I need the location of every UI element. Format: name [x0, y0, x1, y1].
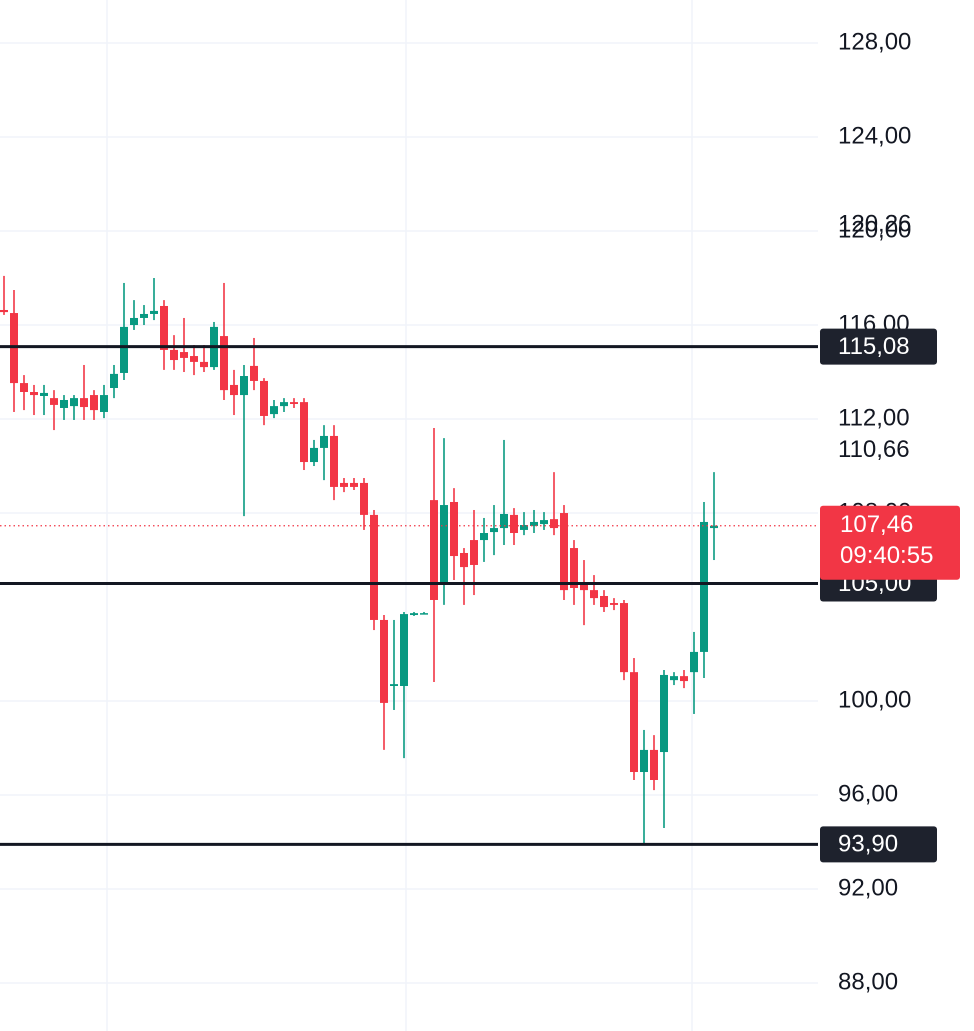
- candle-body: [560, 513, 568, 591]
- y-tick-label: 120,00: [838, 216, 911, 243]
- candle-body: [0, 309, 8, 313]
- candle-body: [530, 521, 538, 526]
- candle-body: [290, 402, 298, 404]
- y-tick-label: 96,00: [838, 780, 898, 807]
- candle-body: [70, 398, 78, 407]
- vertical-grid: [106, 0, 693, 1031]
- candle-body: [310, 447, 318, 463]
- level-label-box: [820, 328, 937, 365]
- candle-body: [580, 582, 588, 591]
- candle-body: [230, 384, 238, 396]
- candle-body: [430, 500, 438, 600]
- level-label-box: [820, 826, 937, 863]
- candle-body: [540, 520, 548, 525]
- candle-body: [700, 521, 708, 652]
- last-price-label: 107,46: [840, 511, 913, 538]
- candle-body: [260, 380, 268, 416]
- candle-body: [50, 398, 58, 405]
- candle-body: [570, 548, 578, 589]
- candle-body: [240, 376, 248, 396]
- candle-body: [130, 317, 138, 326]
- candle-body: [330, 435, 338, 487]
- candle-body: [480, 533, 488, 541]
- candle-body: [690, 651, 698, 673]
- candle-body: [360, 482, 368, 515]
- candle-body: [710, 525, 718, 529]
- candle-body: [140, 313, 148, 318]
- candle-body: [600, 595, 608, 608]
- y-tick-label: 124,00: [838, 122, 911, 149]
- candle-body: [500, 513, 508, 529]
- candle-body: [170, 349, 178, 361]
- y-tick-label: 92,00: [838, 874, 898, 901]
- level-label: 115,08: [838, 333, 910, 360]
- candle-body: [40, 392, 48, 396]
- candle-body: [120, 326, 128, 373]
- candle-body: [320, 435, 328, 448]
- candle-body: [250, 365, 258, 381]
- y-tick-label: 128,00: [838, 28, 911, 55]
- candle-body: [110, 373, 118, 389]
- candle-body: [440, 505, 448, 585]
- candle-body: [620, 603, 628, 673]
- candle-body: [20, 383, 28, 393]
- candle-body: [410, 613, 418, 616]
- y-tick-label: 112,00: [838, 404, 910, 431]
- candle-body: [640, 749, 648, 773]
- y-tick-label: 88,00: [838, 968, 898, 995]
- axis-marker-label: 110,66: [838, 436, 910, 463]
- candle-body: [520, 525, 528, 530]
- candle-body: [100, 395, 108, 412]
- last-price-box: [820, 505, 960, 580]
- candle-body: [390, 684, 398, 687]
- candle-body: [550, 519, 558, 529]
- candle-body: [680, 676, 688, 682]
- candle-body: [450, 501, 458, 557]
- candle-body: [660, 674, 668, 753]
- y-tick-label: 100,00: [838, 686, 911, 713]
- candle-body: [470, 540, 478, 565]
- candle-body: [420, 613, 428, 615]
- candle-body: [380, 619, 388, 703]
- candle-body: [200, 361, 208, 368]
- candle-body: [340, 482, 348, 487]
- candle-body: [80, 398, 88, 408]
- candle-body: [300, 402, 308, 463]
- candle-body: [350, 482, 358, 487]
- candle-body: [610, 603, 618, 605]
- level-label: 93,90: [838, 831, 898, 858]
- candle-body: [670, 676, 678, 681]
- candle-body: [280, 402, 288, 407]
- candle-body: [180, 352, 188, 358]
- candle-body: [490, 528, 498, 533]
- candle-body: [220, 336, 228, 391]
- candle-body: [650, 749, 658, 781]
- countdown-label: 09:40:55: [840, 542, 933, 569]
- candle-body: [590, 590, 598, 599]
- axis-marker-label: 120,26: [838, 210, 911, 237]
- candle-body: [270, 406, 278, 415]
- candle-body: [630, 672, 638, 773]
- candle-body: [60, 399, 68, 408]
- candle-body: [160, 305, 168, 350]
- candle-body: [460, 552, 468, 568]
- candle-body: [400, 614, 408, 687]
- candle-body: [370, 514, 378, 620]
- candle-body: [90, 395, 98, 411]
- candle-body: [190, 356, 198, 362]
- candle-body: [150, 310, 158, 314]
- candle-body: [30, 392, 38, 396]
- candle-body: [510, 514, 518, 534]
